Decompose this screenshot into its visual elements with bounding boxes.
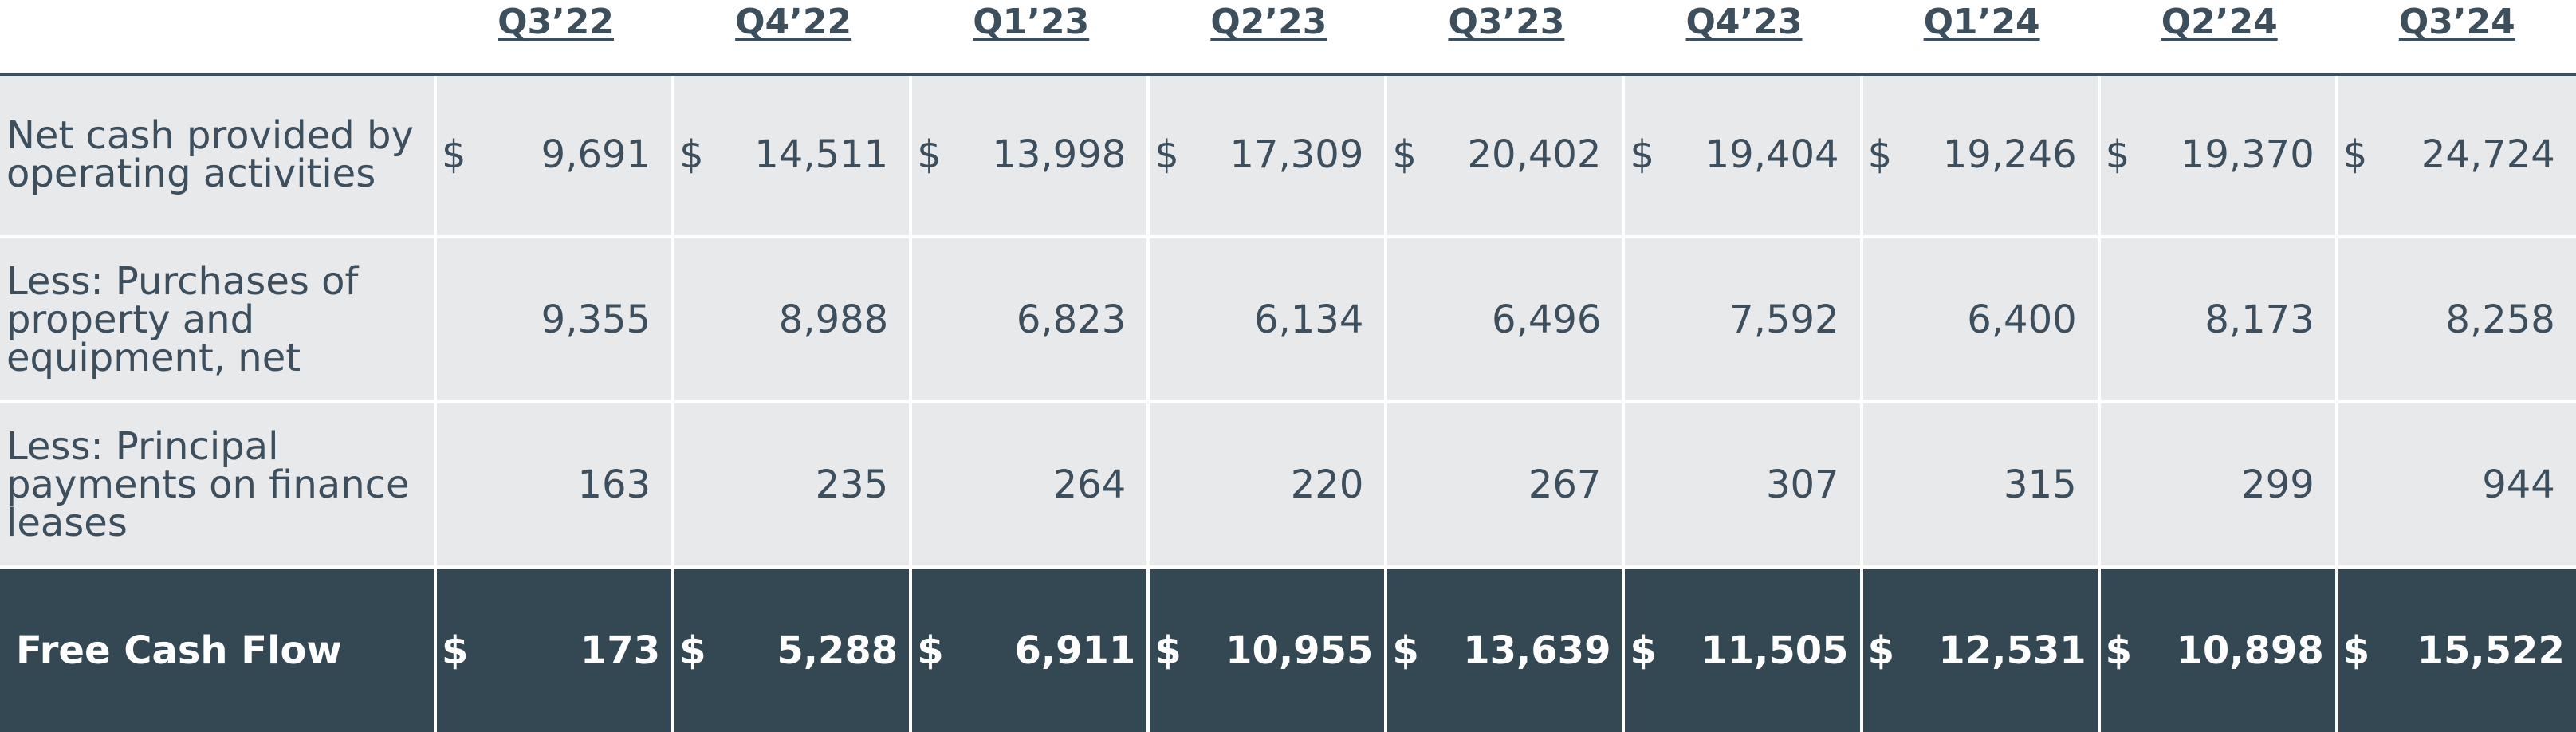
table-cell: $20,402 xyxy=(1387,73,1626,238)
table-cell: 299 xyxy=(2100,403,2338,569)
table-cell: 220 xyxy=(1150,403,1388,569)
total-cell: $11,505 xyxy=(1625,569,1863,732)
column-header: Q3’22 xyxy=(498,2,615,42)
table-cell: 6,496 xyxy=(1387,238,1626,403)
dollar-sign: $ xyxy=(1867,132,1893,177)
total-cell: $173 xyxy=(437,569,675,732)
dollar-sign: $ xyxy=(2342,628,2370,673)
total-cell: $5,288 xyxy=(674,569,913,732)
row-label: Less: Principal payments on finance leases xyxy=(0,403,437,569)
header-divider xyxy=(0,73,2576,76)
table-cell: 6,400 xyxy=(1862,238,2101,403)
dollar-sign: $ xyxy=(679,628,706,673)
column-header: Q3’24 xyxy=(2398,2,2515,42)
column-header: Q4’22 xyxy=(735,2,852,42)
table-cell: 9,355 xyxy=(437,238,675,403)
column-header: Q2’23 xyxy=(1210,2,1327,42)
table-cell: 163 xyxy=(437,403,675,569)
column-header: Q2’24 xyxy=(2161,2,2278,42)
dollar-sign: $ xyxy=(1630,628,1657,673)
table-cell: 6,134 xyxy=(1150,238,1388,403)
total-cell: $12,531 xyxy=(1862,569,2101,732)
dollar-sign: $ xyxy=(679,132,704,177)
total-cell: $10,955 xyxy=(1150,569,1388,732)
total-cell: $6,911 xyxy=(912,569,1150,732)
column-header: Q3’23 xyxy=(1448,2,1565,42)
total-cell: $10,898 xyxy=(2100,569,2338,732)
total-cell: $13,639 xyxy=(1387,569,1626,732)
table-cell: 6,823 xyxy=(912,238,1150,403)
dollar-sign: $ xyxy=(1154,628,1182,673)
total-cell: $15,522 xyxy=(2338,569,2576,732)
dollar-sign: $ xyxy=(917,132,942,177)
table-cell: 267 xyxy=(1387,403,1626,569)
total-row-label: Free Cash Flow xyxy=(0,569,437,732)
column-header: Q1’23 xyxy=(973,2,1090,42)
table-cell: 264 xyxy=(912,403,1150,569)
table-cell: 8,988 xyxy=(674,238,913,403)
dollar-sign: $ xyxy=(2342,132,2368,177)
dollar-sign: $ xyxy=(1392,628,1419,673)
table-cell: 7,592 xyxy=(1625,238,1863,403)
table-cell: $19,370 xyxy=(2100,73,2338,238)
table-cell: 944 xyxy=(2338,403,2576,569)
dollar-sign: $ xyxy=(2105,628,2133,673)
row-label: Net cash provided by operating activities xyxy=(0,73,437,238)
column-header: Q4’23 xyxy=(1685,2,1803,42)
table-cell: 307 xyxy=(1625,403,1863,569)
table-cell: $19,246 xyxy=(1862,73,2101,238)
table-cell: $19,404 xyxy=(1625,73,1863,238)
dollar-sign: $ xyxy=(1392,132,1417,177)
dollar-sign: $ xyxy=(442,132,466,177)
dollar-sign: $ xyxy=(917,628,944,673)
table-cell: $13,998 xyxy=(912,73,1150,238)
table-cell: 8,258 xyxy=(2338,238,2576,403)
table-cell: 315 xyxy=(1862,403,2101,569)
table-cell: 8,173 xyxy=(2100,238,2338,403)
table-cell: $14,511 xyxy=(674,73,913,238)
table-cell: 235 xyxy=(674,403,913,569)
dollar-sign: $ xyxy=(2105,132,2130,177)
dollar-sign: $ xyxy=(1867,628,1894,673)
table-cell: $24,724 xyxy=(2338,73,2576,238)
header-corner xyxy=(0,0,437,73)
row-label: Less: Purchases of property and equipment,… xyxy=(0,238,437,403)
dollar-sign: $ xyxy=(1630,132,1655,177)
dollar-sign: $ xyxy=(1154,132,1179,177)
table-cell: $17,309 xyxy=(1150,73,1388,238)
table-cell: $9,691 xyxy=(437,73,675,238)
column-header: Q1’24 xyxy=(1923,2,2040,42)
dollar-sign: $ xyxy=(442,628,469,673)
